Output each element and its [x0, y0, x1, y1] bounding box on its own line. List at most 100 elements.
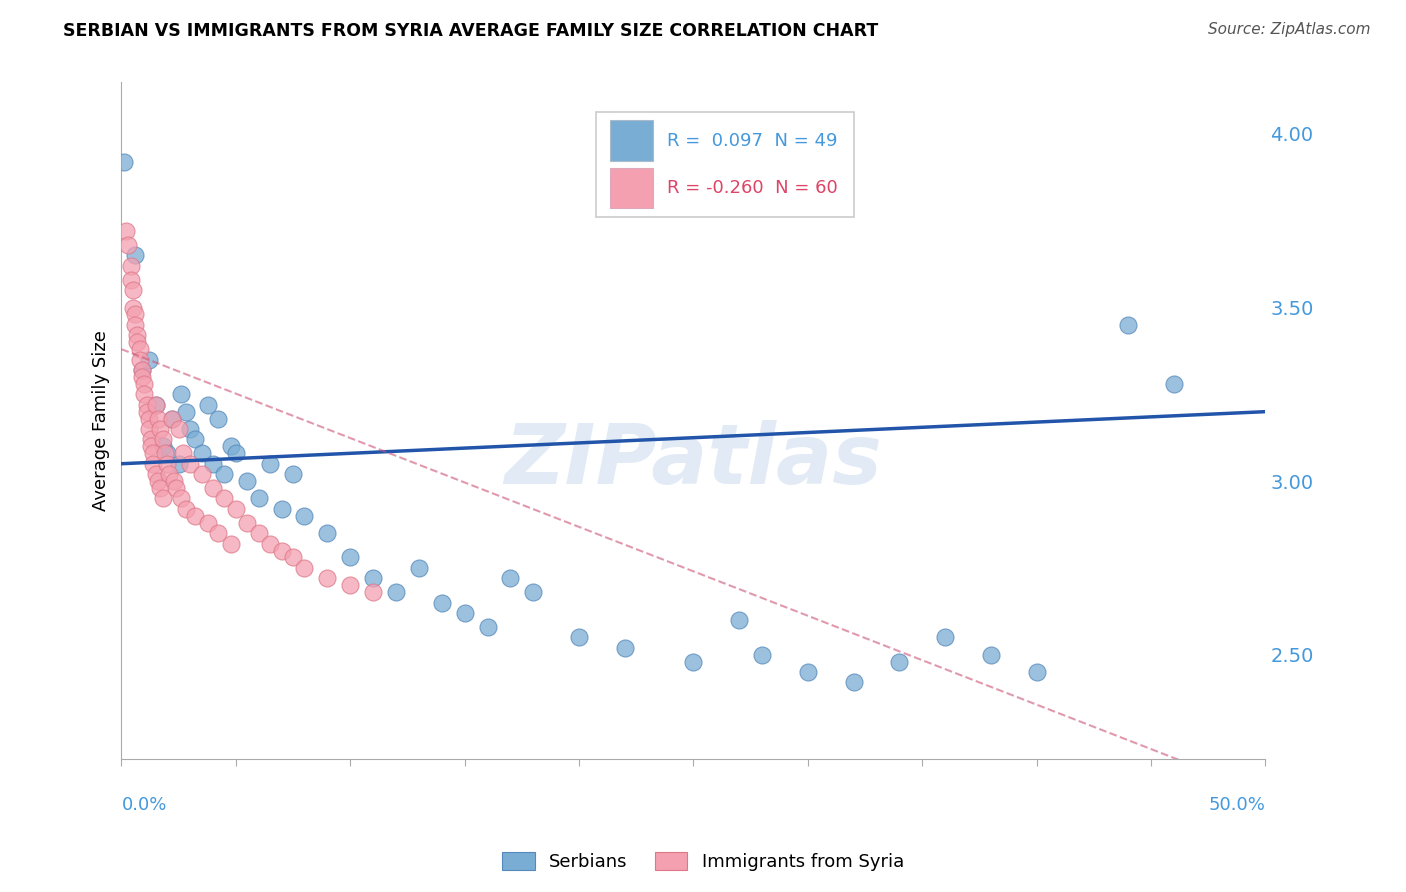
Point	[179, 422, 201, 436]
Point	[207, 526, 229, 541]
Point	[190, 446, 212, 460]
Point	[135, 398, 157, 412]
Point	[146, 411, 169, 425]
Point	[170, 491, 193, 506]
Point	[117, 238, 139, 252]
Point	[247, 526, 270, 541]
FancyBboxPatch shape	[610, 120, 654, 161]
Point	[225, 446, 247, 460]
Point	[172, 446, 194, 460]
Point	[160, 411, 183, 425]
Point	[138, 422, 160, 436]
Point	[183, 433, 205, 447]
Point	[980, 648, 1002, 662]
Point	[385, 585, 408, 599]
Point	[152, 433, 174, 447]
Point	[124, 308, 146, 322]
Text: R =  0.097  N = 49: R = 0.097 N = 49	[666, 132, 838, 150]
Point	[259, 457, 281, 471]
Legend: Serbians, Immigrants from Syria: Serbians, Immigrants from Syria	[495, 845, 911, 879]
Point	[201, 457, 224, 471]
Point	[219, 439, 242, 453]
Point	[499, 571, 522, 585]
Point	[682, 655, 704, 669]
Point	[134, 387, 156, 401]
Point	[281, 550, 304, 565]
Point	[339, 550, 361, 565]
Point	[1163, 376, 1185, 391]
Point	[122, 301, 145, 315]
Point	[124, 318, 146, 332]
Point	[146, 474, 169, 488]
Text: 0.0%: 0.0%	[121, 796, 167, 814]
Point	[281, 467, 304, 482]
Point	[138, 411, 160, 425]
Point	[120, 273, 142, 287]
Point	[197, 516, 219, 530]
Point	[163, 474, 186, 488]
Point	[294, 508, 316, 523]
Point	[316, 526, 339, 541]
Point	[453, 606, 475, 620]
Point	[339, 578, 361, 592]
Text: 50.0%: 50.0%	[1209, 796, 1265, 814]
Point	[124, 248, 146, 262]
Point	[207, 411, 229, 425]
Point	[145, 467, 167, 482]
Point	[160, 411, 183, 425]
Point	[236, 516, 259, 530]
Point	[179, 457, 201, 471]
Point	[408, 561, 430, 575]
Point	[149, 422, 172, 436]
Point	[112, 154, 135, 169]
Point	[361, 585, 384, 599]
Point	[225, 501, 247, 516]
Point	[156, 446, 179, 460]
Point	[135, 405, 157, 419]
Point	[477, 620, 499, 634]
Y-axis label: Average Family Size: Average Family Size	[93, 330, 110, 511]
Point	[122, 283, 145, 297]
Point	[197, 398, 219, 412]
Point	[361, 571, 384, 585]
Point	[156, 457, 179, 471]
Point	[120, 259, 142, 273]
Point	[1116, 318, 1139, 332]
Point	[316, 571, 339, 585]
Point	[214, 467, 236, 482]
Point	[145, 398, 167, 412]
Point	[219, 536, 242, 550]
Point	[174, 405, 197, 419]
Point	[142, 457, 165, 471]
Point	[131, 363, 153, 377]
Point	[141, 433, 163, 447]
Point	[145, 398, 167, 412]
FancyBboxPatch shape	[596, 112, 853, 218]
Point	[270, 543, 292, 558]
Text: SERBIAN VS IMMIGRANTS FROM SYRIA AVERAGE FAMILY SIZE CORRELATION CHART: SERBIAN VS IMMIGRANTS FROM SYRIA AVERAGE…	[63, 22, 879, 40]
FancyBboxPatch shape	[610, 168, 654, 209]
Point	[131, 370, 153, 384]
Point	[152, 491, 174, 506]
Point	[174, 501, 197, 516]
Point	[270, 501, 292, 516]
Point	[167, 457, 190, 471]
Point	[152, 439, 174, 453]
Point	[127, 328, 149, 343]
Point	[138, 352, 160, 367]
Point	[613, 640, 636, 655]
Point	[294, 561, 316, 575]
Point	[259, 536, 281, 550]
Point	[131, 363, 153, 377]
Point	[167, 422, 190, 436]
Point	[127, 335, 149, 350]
Point	[183, 508, 205, 523]
Point	[522, 585, 544, 599]
Point	[214, 491, 236, 506]
Point	[247, 491, 270, 506]
Point	[797, 665, 820, 679]
Point	[170, 387, 193, 401]
Point	[889, 655, 911, 669]
Point	[134, 376, 156, 391]
Point	[934, 630, 956, 644]
